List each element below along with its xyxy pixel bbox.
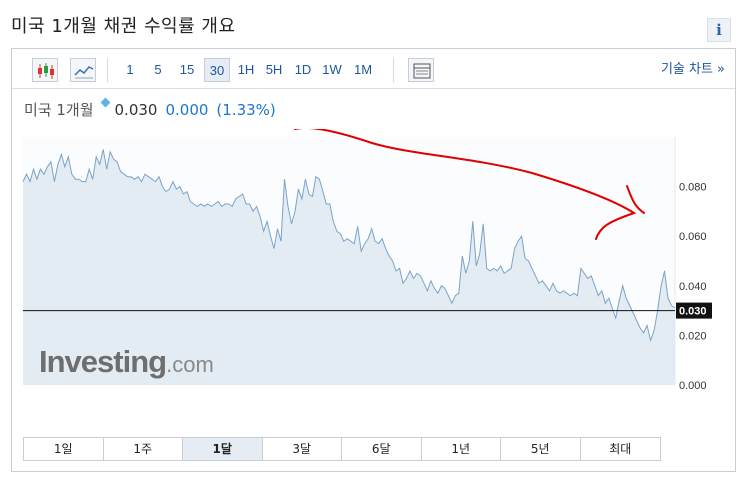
interval-1d[interactable]: 1D (294, 62, 312, 77)
table-icon[interactable] (408, 58, 434, 82)
range-1d[interactable]: 1일 (24, 438, 104, 460)
range-1m[interactable]: 1달 (183, 438, 263, 460)
range-max[interactable]: 최대 (580, 438, 660, 460)
y-tick-label: 0.000 (679, 380, 707, 391)
y-tick-label: 0.060 (679, 231, 707, 243)
price-change-percent: (1.33%) (216, 101, 276, 119)
range-1w[interactable]: 1주 (103, 438, 183, 460)
current-value-badge (676, 302, 712, 319)
quote-line: 미국 1개월 0.030 0.000 (1.33%) (24, 97, 276, 120)
page-title: 미국 1개월 채권 수익률 개요 (11, 16, 236, 37)
annotation-arrow (294, 129, 637, 240)
toolbar-separator (393, 58, 394, 82)
interval-15[interactable]: 15 (179, 62, 195, 77)
interval-1h[interactable]: 1H (237, 62, 255, 77)
interval-5[interactable]: 5 (154, 62, 162, 77)
annotation-arrow-head (626, 185, 645, 214)
range-6m[interactable]: 6달 (342, 438, 422, 460)
range-5y[interactable]: 5년 (501, 438, 581, 460)
current-value-label: 0.030 (679, 306, 707, 318)
series-line (22, 149, 676, 343)
price-change: 0.000 (165, 101, 209, 119)
range-3m[interactable]: 3달 (262, 438, 342, 460)
line-chart-icon[interactable] (70, 58, 96, 82)
investing-logo: Investing.com (39, 344, 214, 379)
y-tick-label: 0.040 (679, 281, 707, 293)
live-indicator-icon (100, 97, 110, 108)
candlestick-icon[interactable] (32, 58, 58, 82)
chart-widget: 1 5 15 30 1H 5H 1D 1W 1M 기술 차트 » 미국 1개월 0… (11, 48, 736, 472)
info-icon[interactable]: i (707, 18, 731, 42)
tech-chart-link[interactable]: 기술 차트 » (660, 62, 725, 77)
instrument-name: 미국 1개월 (24, 101, 94, 119)
range-1y[interactable]: 1년 (421, 438, 501, 460)
range-selector: 1일 1주 1달 3달 6달 1년 5년 최대 (23, 437, 661, 461)
series-area (23, 149, 675, 385)
interval-1m[interactable]: 1M (353, 62, 373, 77)
y-tick-label: 0.020 (679, 330, 707, 342)
y-tick-label: 0.080 (679, 182, 707, 194)
chart-toolbar: 1 5 15 30 1H 5H 1D 1W 1M 기술 차트 » (12, 49, 735, 89)
last-price: 0.030 (114, 101, 158, 119)
interval-30[interactable]: 30 (204, 58, 230, 82)
interval-5h[interactable]: 5H (265, 62, 283, 77)
interval-1w[interactable]: 1W (322, 62, 342, 77)
toolbar-separator (107, 58, 108, 82)
interval-1[interactable]: 1 (126, 62, 134, 77)
